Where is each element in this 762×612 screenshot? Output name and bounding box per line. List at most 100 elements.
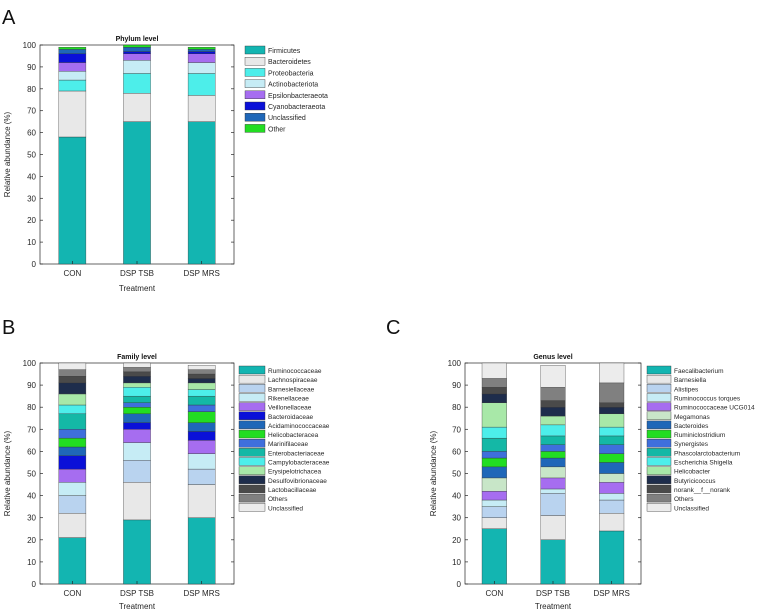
bar-segment	[58, 537, 87, 585]
legend-entry: norank__f__norank	[674, 487, 731, 494]
legend: Firmicutes Bacteroidetes Proteobacteria Act…	[244, 45, 328, 133]
bar-segment	[599, 499, 625, 514]
bar-segment	[58, 482, 87, 496]
x-tick-label: DSP MRS	[184, 269, 220, 278]
y-tick-label: 0	[32, 580, 37, 589]
legend-entry: Lactobacillaceae	[268, 487, 317, 494]
legend-entry: Barnesiella	[674, 377, 707, 384]
bar-segment	[58, 53, 87, 63]
legend-entry: Ruminococcaceae UCG014	[674, 405, 755, 412]
bar-segment	[187, 373, 216, 379]
bar-segment	[599, 462, 625, 474]
y-tick-label: 90	[27, 63, 36, 72]
bar-segment	[58, 47, 87, 50]
bar-segment	[599, 493, 625, 501]
bar-segment	[540, 493, 566, 516]
legend-swatch	[238, 448, 266, 457]
legend-swatch	[244, 57, 266, 66]
legend-entry: Veillonellaceae	[268, 405, 312, 412]
bar-segment	[187, 404, 216, 412]
legend-entry: Cyanobacteraeota	[268, 104, 325, 111]
bar-segment	[187, 440, 216, 454]
y-tick-label: 100	[23, 41, 37, 50]
bar-segment	[123, 362, 151, 368]
bar-segment	[481, 362, 507, 379]
bar-segment	[58, 455, 87, 470]
legend-entry: Bacteroidetes	[268, 59, 311, 66]
bar-segment	[187, 95, 216, 122]
legend-swatch	[238, 457, 266, 466]
stacked-bar-con	[481, 362, 507, 585]
legend-entry: Rikenellaceae	[268, 395, 309, 402]
legend-entry: Helicobacter	[674, 469, 711, 476]
bar-segment	[58, 362, 87, 370]
bar-segment	[540, 444, 566, 452]
bar-segment	[58, 49, 87, 54]
y-tick-label: 20	[27, 216, 36, 225]
legend-swatch	[646, 402, 672, 411]
legend-swatch	[244, 79, 266, 88]
legend-swatch	[244, 124, 266, 133]
y-tick-label: 80	[27, 85, 36, 94]
y-tick-label: 20	[452, 536, 461, 545]
legend-entry: Synergistes	[674, 441, 709, 448]
y-tick-label: 10	[27, 238, 36, 247]
bar-segment	[481, 517, 507, 529]
y-tick-label: 50	[452, 470, 461, 479]
bar-segment	[481, 393, 507, 403]
y-tick-label: 60	[27, 447, 36, 456]
legend-swatch	[646, 429, 672, 439]
panel-letter: C	[386, 317, 400, 339]
legend-entry: Erysipelotrichacea	[268, 469, 321, 476]
bar-segment	[540, 365, 566, 388]
bar-segment	[187, 431, 216, 441]
bar-segment	[58, 413, 87, 430]
legend-swatch	[646, 439, 672, 448]
legend-entry: Firmicutes	[268, 48, 301, 55]
y-tick-label: 10	[27, 558, 36, 567]
legend-swatch	[646, 448, 672, 457]
legend-entry: Escherichia Shigella	[674, 460, 733, 467]
legend-swatch	[238, 374, 266, 384]
legend-swatch	[238, 466, 266, 475]
y-tick-label: 30	[27, 194, 36, 203]
y-tick-label: 80	[452, 403, 461, 412]
bar-segment	[123, 93, 151, 122]
legend-swatch	[238, 420, 266, 430]
legend-swatch	[244, 90, 266, 100]
bar-segment	[58, 513, 87, 538]
bar-segment	[58, 393, 87, 406]
legend-entry: Marinifilaceae	[268, 441, 308, 448]
bar-segment	[481, 437, 507, 452]
legend-swatch	[238, 484, 266, 494]
legend-entry: Helicobacteracea	[268, 432, 319, 439]
legend-swatch	[646, 420, 672, 430]
bar-segment	[187, 382, 216, 390]
bar-segment	[481, 506, 507, 518]
bar-segment	[481, 499, 507, 507]
stacked-bar-con	[58, 47, 87, 265]
legend-entry: Megamonas	[674, 414, 711, 421]
legend-swatch	[244, 45, 266, 55]
legend-swatch	[238, 402, 266, 411]
bar-segment	[599, 413, 625, 428]
bar-segment	[599, 382, 625, 403]
chart-title: Phylum level	[116, 36, 159, 43]
bar-segment	[481, 426, 507, 439]
bar-segment	[599, 362, 625, 384]
legend-entry: Campylobacteraceae	[268, 460, 330, 467]
bar-segment	[187, 517, 216, 585]
legend-entry: Alistipes	[674, 386, 699, 393]
bar-segment	[123, 422, 151, 430]
bar-segment	[58, 376, 87, 384]
bar-segment	[481, 491, 507, 501]
stacked-bar-dsp-mrs	[599, 362, 625, 585]
stacked-bar-dsp-tsb	[123, 362, 151, 585]
bar-segment	[187, 389, 216, 397]
bar-segment	[123, 382, 151, 388]
bar-segment	[540, 400, 566, 408]
panel-letter: B	[2, 317, 15, 339]
bar-segment	[123, 395, 151, 403]
bar-segment	[123, 519, 151, 585]
legend-entry: Phascolarctobacterium	[674, 450, 740, 457]
